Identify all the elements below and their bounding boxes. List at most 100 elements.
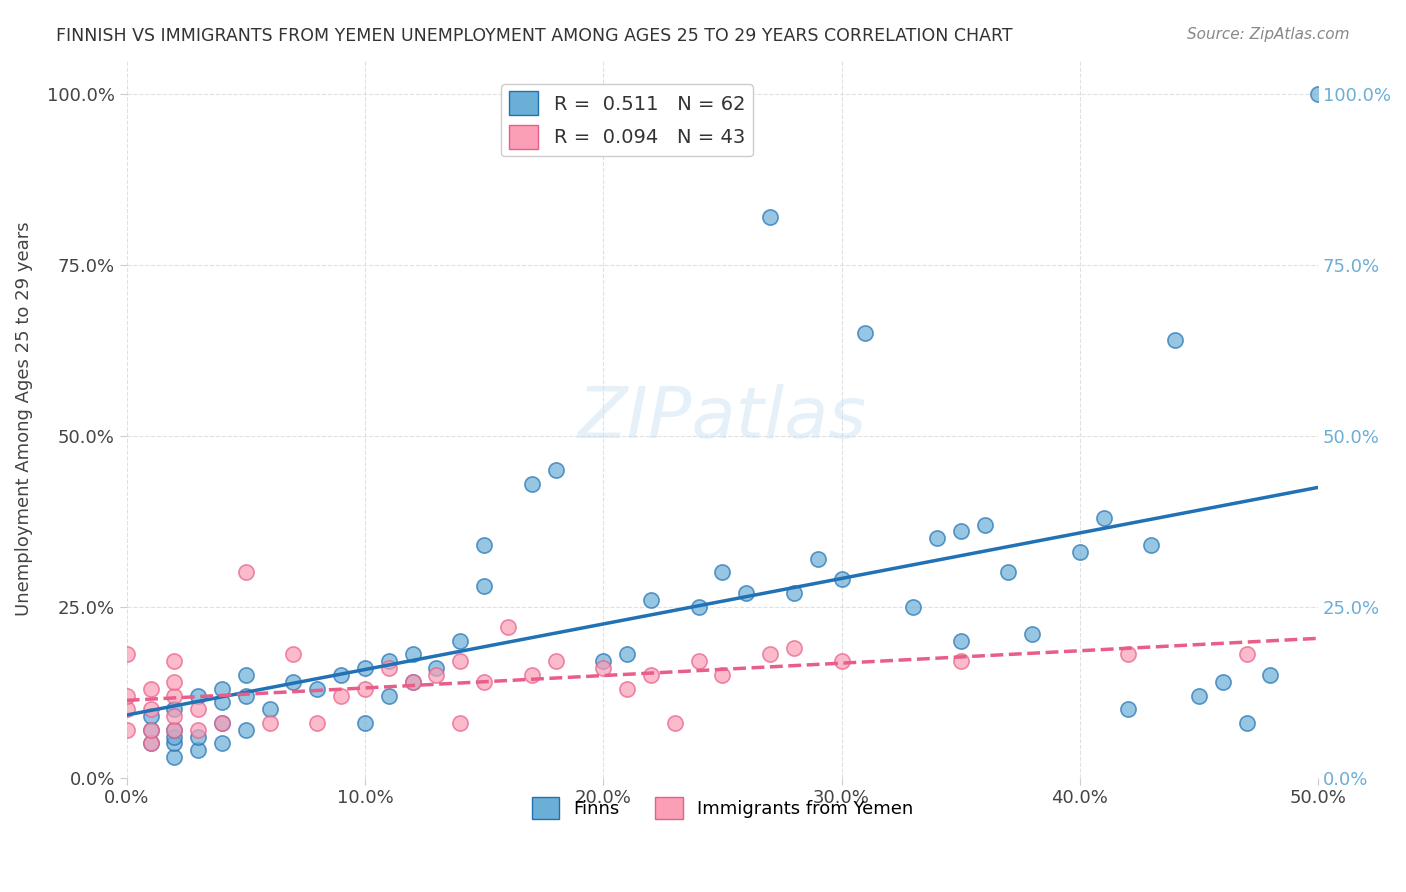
- Point: [544, 463, 567, 477]
- Point: [949, 633, 972, 648]
- Text: Source: ZipAtlas.com: Source: ZipAtlas.com: [1187, 27, 1350, 42]
- Point: [163, 689, 186, 703]
- Point: [472, 674, 495, 689]
- Point: [235, 566, 257, 580]
- Point: [211, 736, 233, 750]
- Point: [831, 572, 853, 586]
- Point: [997, 566, 1019, 580]
- Point: [831, 654, 853, 668]
- Point: [187, 743, 209, 757]
- Point: [115, 689, 138, 703]
- Point: [664, 715, 686, 730]
- Point: [759, 648, 782, 662]
- Point: [783, 586, 806, 600]
- Point: [330, 668, 353, 682]
- Point: [973, 517, 995, 532]
- Point: [115, 648, 138, 662]
- Point: [163, 723, 186, 737]
- Text: FINNISH VS IMMIGRANTS FROM YEMEN UNEMPLOYMENT AMONG AGES 25 TO 29 YEARS CORRELAT: FINNISH VS IMMIGRANTS FROM YEMEN UNEMPLO…: [56, 27, 1012, 45]
- Point: [187, 730, 209, 744]
- Point: [235, 689, 257, 703]
- Point: [711, 566, 734, 580]
- Point: [139, 736, 162, 750]
- Point: [472, 579, 495, 593]
- Point: [1236, 648, 1258, 662]
- Point: [1021, 627, 1043, 641]
- Point: [807, 551, 830, 566]
- Point: [1260, 668, 1282, 682]
- Point: [1140, 538, 1163, 552]
- Point: [783, 640, 806, 655]
- Point: [949, 654, 972, 668]
- Point: [139, 736, 162, 750]
- Point: [283, 674, 305, 689]
- Point: [187, 723, 209, 737]
- Point: [640, 592, 662, 607]
- Point: [425, 661, 447, 675]
- Point: [139, 709, 162, 723]
- Point: [283, 648, 305, 662]
- Point: [425, 668, 447, 682]
- Point: [307, 681, 329, 696]
- Point: [378, 689, 401, 703]
- Point: [235, 723, 257, 737]
- Point: [378, 661, 401, 675]
- Point: [115, 702, 138, 716]
- Point: [1212, 674, 1234, 689]
- Y-axis label: Unemployment Among Ages 25 to 29 years: Unemployment Among Ages 25 to 29 years: [15, 221, 32, 615]
- Point: [925, 531, 948, 545]
- Text: ZIPatlas: ZIPatlas: [578, 384, 868, 453]
- Point: [520, 476, 543, 491]
- Point: [211, 715, 233, 730]
- Point: [378, 654, 401, 668]
- Point: [711, 668, 734, 682]
- Point: [1308, 87, 1330, 101]
- Point: [901, 599, 924, 614]
- Point: [163, 702, 186, 716]
- Point: [354, 681, 377, 696]
- Point: [640, 668, 662, 682]
- Point: [163, 723, 186, 737]
- Point: [1069, 545, 1091, 559]
- Point: [163, 654, 186, 668]
- Point: [1116, 648, 1139, 662]
- Point: [211, 715, 233, 730]
- Point: [139, 723, 162, 737]
- Point: [449, 633, 471, 648]
- Point: [115, 723, 138, 737]
- Point: [211, 695, 233, 709]
- Point: [1116, 702, 1139, 716]
- Point: [616, 681, 638, 696]
- Point: [163, 730, 186, 744]
- Point: [259, 702, 281, 716]
- Point: [401, 674, 423, 689]
- Point: [139, 723, 162, 737]
- Point: [688, 599, 710, 614]
- Point: [592, 661, 614, 675]
- Point: [259, 715, 281, 730]
- Point: [354, 715, 377, 730]
- Point: [139, 681, 162, 696]
- Point: [616, 648, 638, 662]
- Point: [1236, 715, 1258, 730]
- Point: [949, 524, 972, 539]
- Point: [330, 689, 353, 703]
- Point: [163, 674, 186, 689]
- Point: [735, 586, 758, 600]
- Point: [449, 715, 471, 730]
- Point: [139, 702, 162, 716]
- Point: [759, 210, 782, 224]
- Point: [354, 661, 377, 675]
- Point: [1092, 510, 1115, 524]
- Point: [187, 689, 209, 703]
- Point: [401, 674, 423, 689]
- Point: [163, 709, 186, 723]
- Point: [592, 654, 614, 668]
- Point: [235, 668, 257, 682]
- Legend: Finns, Immigrants from Yemen: Finns, Immigrants from Yemen: [524, 789, 921, 826]
- Point: [544, 654, 567, 668]
- Point: [853, 326, 876, 340]
- Point: [520, 668, 543, 682]
- Point: [472, 538, 495, 552]
- Point: [187, 702, 209, 716]
